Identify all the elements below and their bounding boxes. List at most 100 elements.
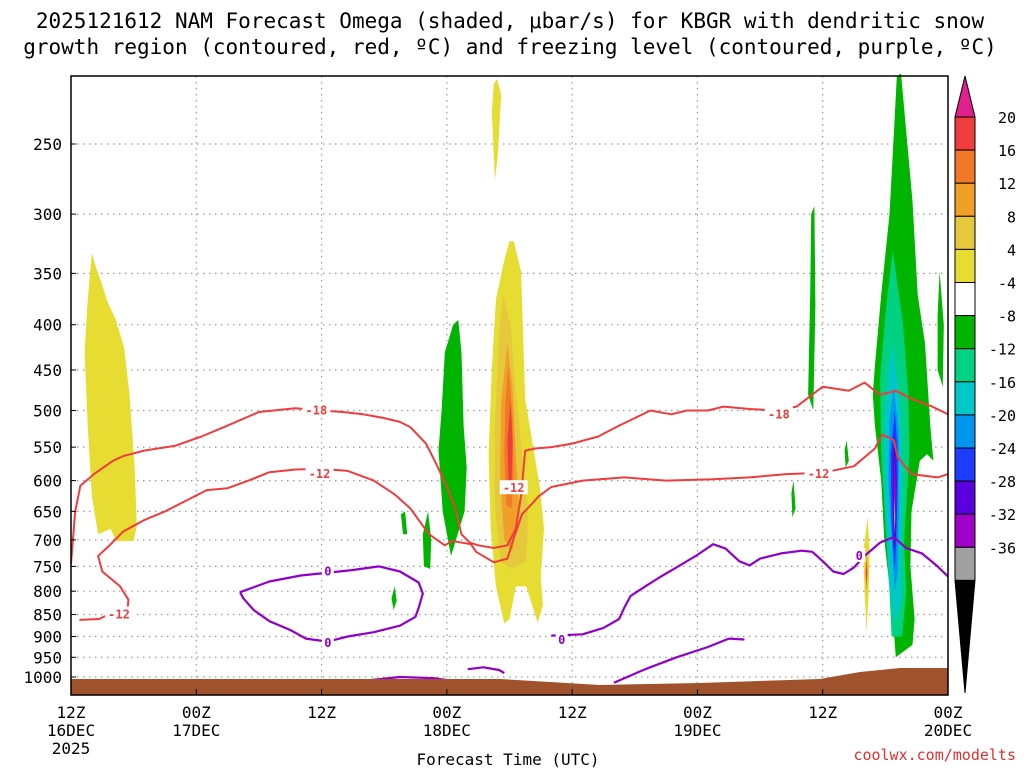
- colorbar-label: -32: [989, 506, 1016, 524]
- y-tick-label: 450: [33, 361, 62, 380]
- x-tick-label: 00Z: [683, 703, 712, 722]
- x-tick-label: 18DEC: [423, 721, 471, 740]
- contour-label-bg: [499, 480, 528, 495]
- contour-label: -12: [309, 467, 331, 481]
- colorbar-bin: [954, 149, 976, 184]
- colorbar-label: 12: [998, 175, 1016, 193]
- contour-label-bg: [305, 466, 334, 481]
- y-tick-label: 300: [33, 205, 62, 224]
- colorbar-label: 16: [998, 142, 1016, 160]
- freezing-contour: [551, 536, 949, 637]
- y-tick-label: 550: [33, 438, 62, 457]
- x-tick-label: 00Z: [432, 703, 461, 722]
- colorbar-bin: [954, 215, 976, 250]
- contour-label: -18: [768, 407, 790, 421]
- ground-surface: [71, 668, 948, 695]
- colorbar-label: 20: [998, 109, 1016, 127]
- contour-label: -12: [503, 481, 525, 495]
- omega-region: [791, 480, 796, 518]
- contour-label-bg: [764, 406, 793, 421]
- colorbar-bin: [954, 513, 976, 548]
- x-tick-label: 2025: [52, 739, 91, 758]
- y-tick-label: 1000: [23, 668, 62, 687]
- x-tick-label: 12Z: [558, 703, 587, 722]
- contour-label: -18: [306, 404, 328, 418]
- omega-region: [422, 511, 432, 569]
- y-tick-label: 400: [33, 316, 62, 335]
- colorbar-bin: [954, 315, 976, 350]
- y-tick-label: 600: [33, 472, 62, 491]
- colorbar-label: -4: [998, 275, 1016, 293]
- colorbar-label: -8: [998, 308, 1016, 326]
- omega-region: [491, 78, 502, 181]
- omega-shading: [84, 73, 944, 658]
- freezing-contour: [467, 666, 505, 675]
- x-tick-label: 17DEC: [172, 721, 220, 740]
- contour-label-bg: [853, 548, 866, 563]
- colorbar-bin: [954, 282, 976, 317]
- x-axis-label: Forecast Time (UTC): [416, 750, 599, 768]
- x-tick-label: 19DEC: [673, 721, 721, 740]
- terrain-ground: [71, 668, 948, 695]
- x-tick-label: 16DEC: [47, 721, 95, 740]
- colorbar-label: -12: [989, 341, 1016, 359]
- omega-region: [865, 561, 868, 584]
- omega-region: [400, 511, 408, 535]
- contour-label: 0: [856, 549, 863, 563]
- y-tick-label: 950: [33, 648, 62, 667]
- colorbar-label: -16: [989, 374, 1016, 392]
- y-tick-label: 700: [33, 531, 62, 550]
- contour-label: -12: [108, 608, 130, 622]
- y-axis: 250 300 350 400 450 500 550 600 650 700 750 800 850 9…: [23, 135, 76, 687]
- colorbar-bin: [954, 480, 976, 515]
- credit-link[interactable]: coolwx.com/modelts: [853, 746, 1016, 764]
- omega-region: [808, 206, 816, 411]
- contour-label-bg: [804, 466, 833, 481]
- y-tick-label: 250: [33, 135, 62, 154]
- freezing-contour: [613, 637, 745, 684]
- omega-region: [507, 402, 513, 481]
- colorbar-bin: [954, 414, 976, 449]
- colorbar-label: -28: [989, 473, 1016, 491]
- y-tick-label: 900: [33, 627, 62, 646]
- omega-region: [438, 319, 467, 556]
- contour-labels: -18 -12 -12 -12 -18 -12 0 0 0 0: [105, 402, 866, 650]
- omega-region: [84, 253, 137, 541]
- colorbar: 20 16 12 8 4 -4 -8 -12 -16 -20 -24 -28 -32 -36: [954, 75, 1016, 694]
- colorbar-bin: [954, 248, 976, 283]
- colorbar-bin: [954, 182, 976, 217]
- colorbar-label: 4: [1007, 241, 1016, 259]
- contour-label: 0: [324, 636, 331, 650]
- colorbar-label: -20: [989, 407, 1016, 425]
- omega-region: [391, 586, 397, 610]
- contour-label-bg: [105, 606, 134, 621]
- colorbar-bin: [954, 348, 976, 383]
- colorbar-label: -24: [989, 440, 1016, 458]
- y-tick-label: 750: [33, 557, 62, 576]
- x-tick-label: 00Z: [934, 703, 963, 722]
- colorbar-bin: [954, 116, 976, 151]
- x-tick-label: 12Z: [808, 703, 837, 722]
- x-tick-label: 00Z: [182, 703, 211, 722]
- contour-label-bg: [302, 402, 331, 417]
- y-tick-label: 500: [33, 402, 62, 421]
- chart-title-line-1: 2025121612 NAM Forecast Omega (shaded, μ…: [36, 9, 985, 33]
- plot-frame: [70, 75, 949, 696]
- colorbar-bin: [954, 381, 976, 416]
- x-tick-label: 12Z: [57, 703, 86, 722]
- contour-label: 0: [324, 564, 331, 578]
- omega-region: [893, 496, 896, 535]
- y-tick-label: 650: [33, 502, 62, 521]
- freezing-contour: [239, 565, 424, 643]
- colorbar-bin: [954, 447, 976, 482]
- chart-title-line-2: growth region (contoured, red, ºC) and f…: [23, 35, 997, 59]
- y-tick-label: 350: [33, 264, 62, 283]
- contour-label: 0: [558, 633, 565, 647]
- contour-label-bg: [555, 631, 568, 646]
- omega-region: [844, 440, 849, 468]
- colorbar-bin: [954, 546, 976, 581]
- y-tick-label: 800: [33, 582, 62, 601]
- colorbar-label: 8: [1007, 208, 1016, 226]
